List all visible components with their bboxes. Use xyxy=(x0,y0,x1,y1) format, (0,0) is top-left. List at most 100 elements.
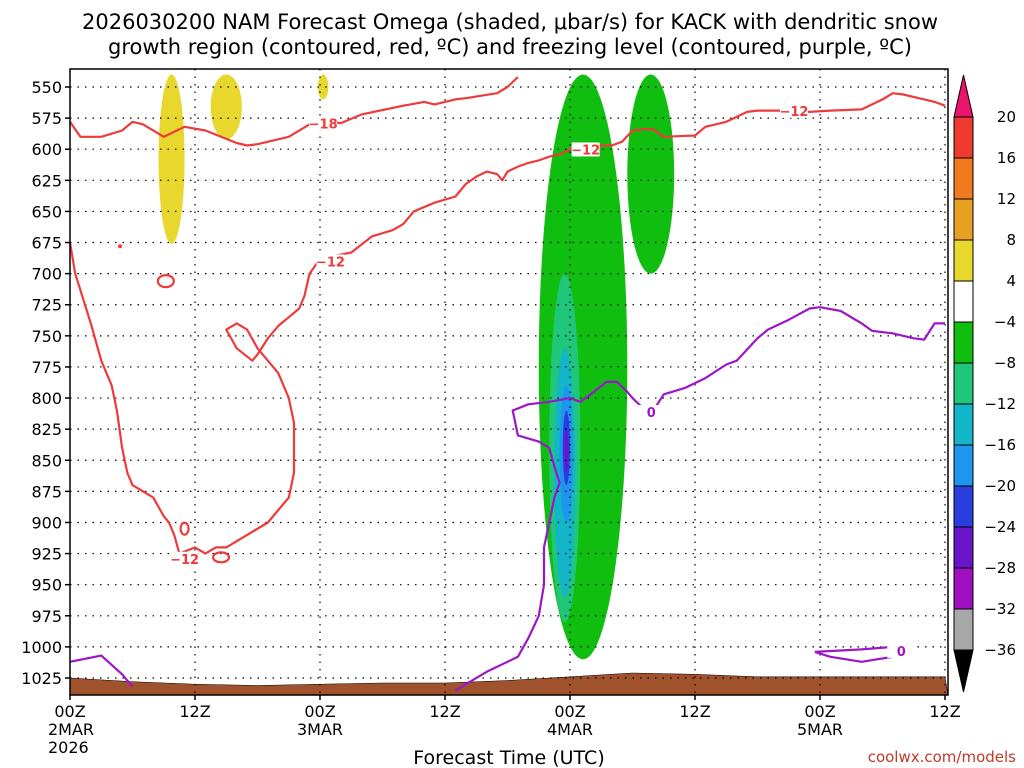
y-tick-label-19: 1025 xyxy=(21,669,62,688)
omega-region-9 xyxy=(564,429,569,473)
y-tick-label-15: 925 xyxy=(31,545,62,564)
colorbar-label-6: −8 xyxy=(994,354,1016,372)
contour-label-4: −12 xyxy=(170,553,199,568)
colorbar-label-13: −36 xyxy=(984,641,1016,659)
colorbar-box-9 xyxy=(953,485,974,528)
dendritic-contour-0 xyxy=(69,76,519,147)
x-tick-label-4-1: 4MAR xyxy=(547,720,593,739)
colorbar-label-12: −32 xyxy=(984,600,1016,618)
terrain-surface xyxy=(69,672,949,696)
credit-text: coolwx.com/models xyxy=(868,748,1016,766)
terrain-layer xyxy=(69,672,949,696)
omega-shading-layer xyxy=(158,74,675,660)
colorbar-label-8: −16 xyxy=(984,436,1016,454)
x-tick-label-3-0: 12Z xyxy=(429,702,460,721)
dendritic-contour-1 xyxy=(569,92,946,151)
x-tick-label-6-0: 00Z xyxy=(804,702,835,721)
grid-lines xyxy=(70,69,948,695)
y-tick-label-2: 600 xyxy=(31,140,62,159)
y-tick-label-18: 1000 xyxy=(21,638,62,657)
colorbar-label-9: −20 xyxy=(984,477,1016,495)
omega-region-1 xyxy=(210,74,242,140)
y-tick-label-14: 900 xyxy=(31,513,62,532)
y-tick-label-11: 825 xyxy=(31,420,62,439)
y-tick-label-1: 575 xyxy=(31,109,62,128)
y-tick-label-0: 550 xyxy=(31,78,62,97)
y-tick-label-5: 675 xyxy=(31,234,62,253)
colorbar-box-11 xyxy=(953,567,974,610)
contour-label-bg-3 xyxy=(316,254,345,269)
y-tick-label-9: 775 xyxy=(31,358,62,377)
contour-label-bg-6 xyxy=(887,643,916,658)
colorbar-box-12 xyxy=(953,608,974,651)
colorbar-label-3: 8 xyxy=(1006,231,1016,249)
dendritic-small-loop-2 xyxy=(211,551,231,564)
x-tick-label-6-1: 5MAR xyxy=(797,720,843,739)
contour-layer xyxy=(68,76,946,692)
contour-label-bg-2 xyxy=(571,142,600,157)
omega-region-0 xyxy=(158,74,185,244)
dendritic-small-loop-0 xyxy=(156,273,175,289)
plot-frame xyxy=(69,68,949,696)
x-axis-label: Forecast Time (UTC) xyxy=(413,747,604,768)
y-tick-label-13: 875 xyxy=(31,482,62,501)
x-tick-label-4-0: 00Z xyxy=(554,702,585,721)
y-tick-label-7: 725 xyxy=(31,296,62,315)
y-tick-label-10: 800 xyxy=(31,389,62,408)
colorbar-box-1 xyxy=(953,157,974,200)
dendritic-small-loop-1 xyxy=(179,521,190,536)
y-tick-label-12: 850 xyxy=(31,451,62,470)
colorbar-box-6 xyxy=(953,362,974,405)
colorbar-label-0: 20 xyxy=(997,108,1016,126)
colorbar-box-5 xyxy=(953,321,974,364)
contour-label-bg-0 xyxy=(309,116,338,131)
omega-region-2 xyxy=(317,74,329,100)
colorbar-label-7: −12 xyxy=(984,395,1016,413)
colorbar-label-2: 12 xyxy=(997,190,1016,208)
colorbar-box-10 xyxy=(953,526,974,569)
contour-label-2: −12 xyxy=(571,143,600,158)
contour-label-3: −12 xyxy=(316,255,345,270)
colorbar-label-4: 4 xyxy=(1006,272,1016,290)
y-tick-label-17: 975 xyxy=(31,607,62,626)
dendritic-dot xyxy=(118,244,122,249)
colorbar-box-0 xyxy=(953,116,974,159)
contour-label-6: 0 xyxy=(897,645,906,660)
contour-label-5: 0 xyxy=(647,406,656,421)
x-tick-label-0-2: 2026 xyxy=(48,738,89,757)
contour-label-bg-4 xyxy=(170,551,199,566)
x-tick-label-0-1: 2MAR xyxy=(48,720,94,739)
colorbar-label-10: −24 xyxy=(984,518,1016,536)
x-tick-label-2-0: 00Z xyxy=(304,702,335,721)
dendritic-contour-3 xyxy=(68,242,321,555)
colorbar: 20 16 12 8 4 −4 −8 −12 −16 −20 −24 −28 −32 −36 xyxy=(953,74,1016,693)
x-tick-label-0-0: 00Z xyxy=(54,702,85,721)
contour-label-0: −18 xyxy=(309,117,338,132)
x-tick-label-7-0: 12Z xyxy=(929,702,960,721)
y-axis: 550 575 600 625 650 675 700 725 750 775 800 825 850 8… xyxy=(21,78,70,688)
x-tick-label-2-1: 3MAR xyxy=(297,720,343,739)
omega-region-4 xyxy=(627,74,675,274)
colorbar-label-1: 16 xyxy=(997,149,1016,167)
colorbar-box-4 xyxy=(953,280,974,323)
y-tick-label-6: 700 xyxy=(31,265,62,284)
dendritic-contour-2 xyxy=(319,148,571,260)
colorbar-box-7 xyxy=(953,403,974,446)
colorbar-bottom-arrow xyxy=(953,649,974,693)
chart-title-line-1: 2026030200 NAM Forecast Omega (shaded, μ… xyxy=(82,10,938,34)
colorbar-label-5: −4 xyxy=(994,313,1016,331)
freezing-contour-0 xyxy=(69,654,134,688)
freezing-contour-1 xyxy=(454,306,945,692)
chart-title-line-2: growth region (contoured, red, ºC) and f… xyxy=(108,35,912,59)
x-tick-label-5-0: 12Z xyxy=(679,702,710,721)
colorbar-top-arrow xyxy=(953,74,974,118)
x-tick-label-1-0: 12Z xyxy=(179,702,210,721)
contour-label-1: −12 xyxy=(779,105,808,120)
colorbar-box-3 xyxy=(953,239,974,282)
contour-labels: −18 −12 −12 −12 −12 0 0 xyxy=(170,103,916,660)
colorbar-box-2 xyxy=(953,198,974,241)
y-tick-label-16: 950 xyxy=(31,576,62,595)
colorbar-label-11: −28 xyxy=(984,559,1016,577)
